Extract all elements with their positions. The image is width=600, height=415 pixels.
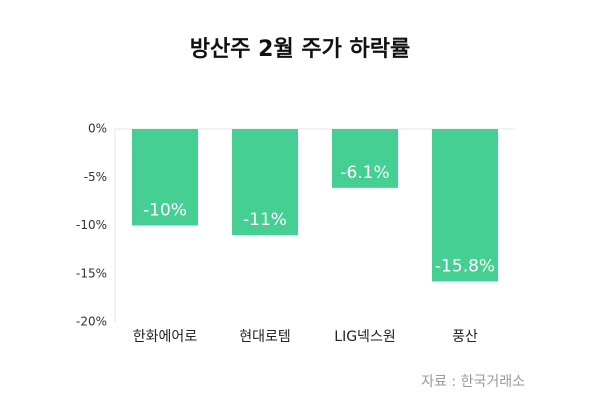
x-tick-label: 현대로템 <box>239 329 291 345</box>
chart-title: 방산주 2월 주가 하락률 <box>190 37 410 62</box>
value-label: -11% <box>243 210 287 230</box>
y-tick-label: -5% <box>84 170 107 184</box>
value-label: -10% <box>143 201 187 221</box>
y-tick-label: -10% <box>76 218 107 232</box>
bar <box>432 129 498 282</box>
y-tick-label: -20% <box>76 315 107 329</box>
bar <box>332 129 398 188</box>
x-tick-label: 한화에어로 <box>133 329 198 345</box>
bar <box>132 129 198 226</box>
y-tick-label: -15% <box>76 266 107 280</box>
value-label: -6.1% <box>340 163 389 183</box>
value-label: -15.8% <box>435 256 495 276</box>
source: 자료 : 한국거래소 <box>421 374 525 390</box>
y-tick-label: 0% <box>88 122 107 136</box>
bar <box>232 129 298 236</box>
x-tick-label: 풍산 <box>452 329 478 345</box>
x-tick-label: LIG넥스원 <box>334 329 395 345</box>
